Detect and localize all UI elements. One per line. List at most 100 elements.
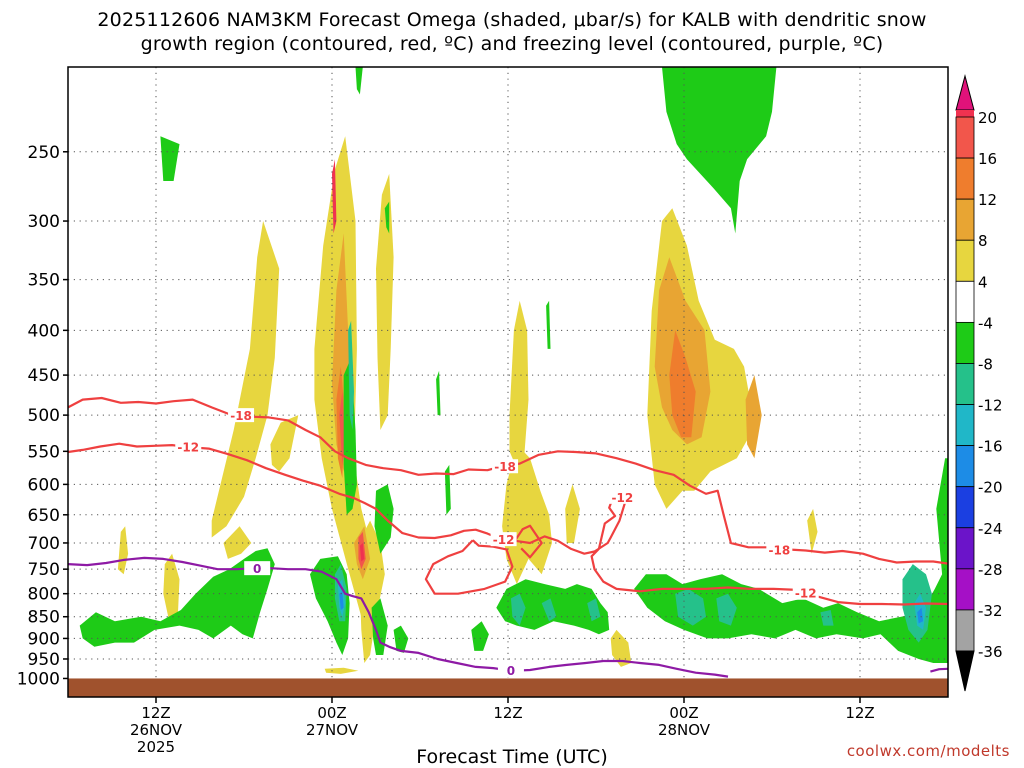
- omega-shaded-region: [745, 375, 762, 459]
- colorbar-label: 8: [978, 232, 988, 250]
- x-axis-label: Forecast Time (UTC): [416, 746, 608, 768]
- omega-shaded-region: [820, 610, 834, 626]
- y-axis-tick-label: 500: [28, 406, 60, 426]
- colorbar-segment: [956, 110, 974, 117]
- ground-surface-band: [68, 678, 948, 697]
- contour-label-bg: [609, 489, 636, 504]
- colorbar-label: -28: [978, 561, 1003, 579]
- omega-shaded-region: [376, 173, 394, 430]
- contour-label: -12: [493, 533, 515, 547]
- omega-shaded-region: [393, 625, 409, 653]
- y-axis-tick-label: 900: [28, 629, 60, 649]
- x-axis-tick-label: 28NOV: [658, 721, 711, 739]
- x-axis-tick-label: 00Z: [669, 704, 698, 722]
- y-axis-tick-label: 250: [28, 143, 60, 163]
- chart-title-line-2: growth region (contoured, red, ºC) and f…: [140, 33, 884, 55]
- omega-shaded-region: [716, 593, 737, 626]
- omega-shaded-region: [160, 136, 180, 181]
- omega-shaded-region: [371, 598, 388, 655]
- colorbar-label: -36: [978, 643, 1003, 661]
- omega-shaded-region: [509, 300, 529, 465]
- x-axis-tick-label: 2025: [137, 738, 175, 756]
- omega-shaded-region: [163, 553, 180, 622]
- contour-label: -18: [494, 460, 516, 474]
- source-watermark: coolwx.com/modelts: [846, 742, 1010, 760]
- contour-label-bg: [244, 561, 271, 576]
- omega-shaded-region: [807, 508, 818, 554]
- y-axis-tick-label: 650: [28, 506, 60, 526]
- colorbar-segment: [955, 486, 975, 529]
- x-axis-tick-label: 27NOV: [306, 721, 359, 739]
- colorbar-label: -4: [978, 314, 993, 332]
- omega-shaded-region: [436, 370, 441, 416]
- omega-shaded-region: [355, 67, 363, 95]
- omega-shaded-region: [324, 667, 359, 674]
- omega-shaded-region: [565, 484, 580, 543]
- omega-shaded-region: [339, 591, 344, 610]
- contour-label: -12: [612, 491, 634, 505]
- x-axis-tick-label: 00Z: [317, 704, 346, 722]
- y-axis-tick-label: 400: [28, 321, 60, 341]
- contour-label: 0: [507, 664, 515, 678]
- omega-shaded-region: [546, 300, 551, 349]
- contour-label-bg: [497, 663, 524, 678]
- omega-shaded-region: [211, 221, 280, 538]
- colorbar-label: -32: [978, 602, 1003, 620]
- y-axis-tick-label: 750: [28, 560, 60, 580]
- colorbar-segment: [955, 280, 975, 323]
- y-axis-tick-label: 850: [28, 608, 60, 628]
- colorbar-segment: [955, 363, 975, 405]
- contour-line: [514, 524, 543, 559]
- contour-label: 0: [253, 562, 261, 576]
- contour-label-bg: [490, 532, 517, 547]
- colorbar-segment: [955, 527, 975, 570]
- contour-label: -12: [795, 587, 817, 601]
- y-axis-tick-label: 950: [28, 650, 60, 670]
- colorbar-segment: [955, 198, 975, 241]
- y-axis-tick-label: 1000: [17, 669, 60, 689]
- omega-shaded-region: [348, 320, 354, 430]
- colorbar-label: -8: [978, 355, 993, 373]
- contour-label-bg: [766, 542, 793, 557]
- x-axis-tick-label: 12Z: [845, 704, 874, 722]
- colorbar-segment: [955, 568, 975, 611]
- y-axis-tick-label: 350: [28, 271, 60, 291]
- omega-shaded-region: [444, 464, 451, 515]
- colorbar-label: -16: [978, 438, 1003, 456]
- y-axis-tick-label: 300: [28, 212, 60, 232]
- omega-shaded-region: [541, 598, 557, 622]
- contour-label: -12: [177, 440, 199, 454]
- y-axis-tick-label: 700: [28, 534, 60, 554]
- y-axis-tick-label: 600: [28, 475, 60, 495]
- omega-shaded-region: [223, 526, 252, 559]
- contour-label-bg: [175, 439, 202, 454]
- y-axis-tick-label: 550: [28, 442, 60, 462]
- omega-shaded-region: [471, 621, 489, 651]
- colorbar-label: 12: [978, 191, 997, 209]
- contour-line: [930, 667, 948, 673]
- colorbar-segment: [955, 157, 975, 200]
- contour-line: [68, 556, 729, 678]
- chart-title-line-1: 2025112606 NAM3KM Forecast Omega (shaded…: [97, 9, 927, 31]
- colorbar-bottom-arrow: [955, 650, 975, 692]
- colorbar-label: -20: [978, 479, 1003, 497]
- contour-label-bg: [792, 585, 819, 600]
- omega-shaded-region: [343, 357, 357, 515]
- omega-shaded-region: [669, 330, 696, 438]
- colorbar-label: 4: [978, 273, 988, 291]
- omega-shaded-region: [610, 629, 632, 667]
- y-axis-tick-label: 450: [28, 366, 60, 386]
- colorbar-segment: [955, 116, 975, 159]
- colorbar-segment: [955, 445, 975, 488]
- omega-shaded-region: [502, 444, 552, 585]
- contour-label: -18: [230, 409, 252, 423]
- contour-label-bg: [228, 408, 255, 423]
- omega-shaded-region: [384, 201, 390, 234]
- colorbar-segment: [955, 321, 975, 364]
- colorbar-label: 16: [978, 150, 997, 168]
- omega-shaded-region: [510, 593, 526, 626]
- omega-shaded-region: [634, 458, 948, 663]
- colorbar: 20 16 12 8 4 -4 -8 -12 -16 -20 -24 -28 -32 -36: [955, 74, 1003, 692]
- colorbar-segment: [955, 404, 975, 447]
